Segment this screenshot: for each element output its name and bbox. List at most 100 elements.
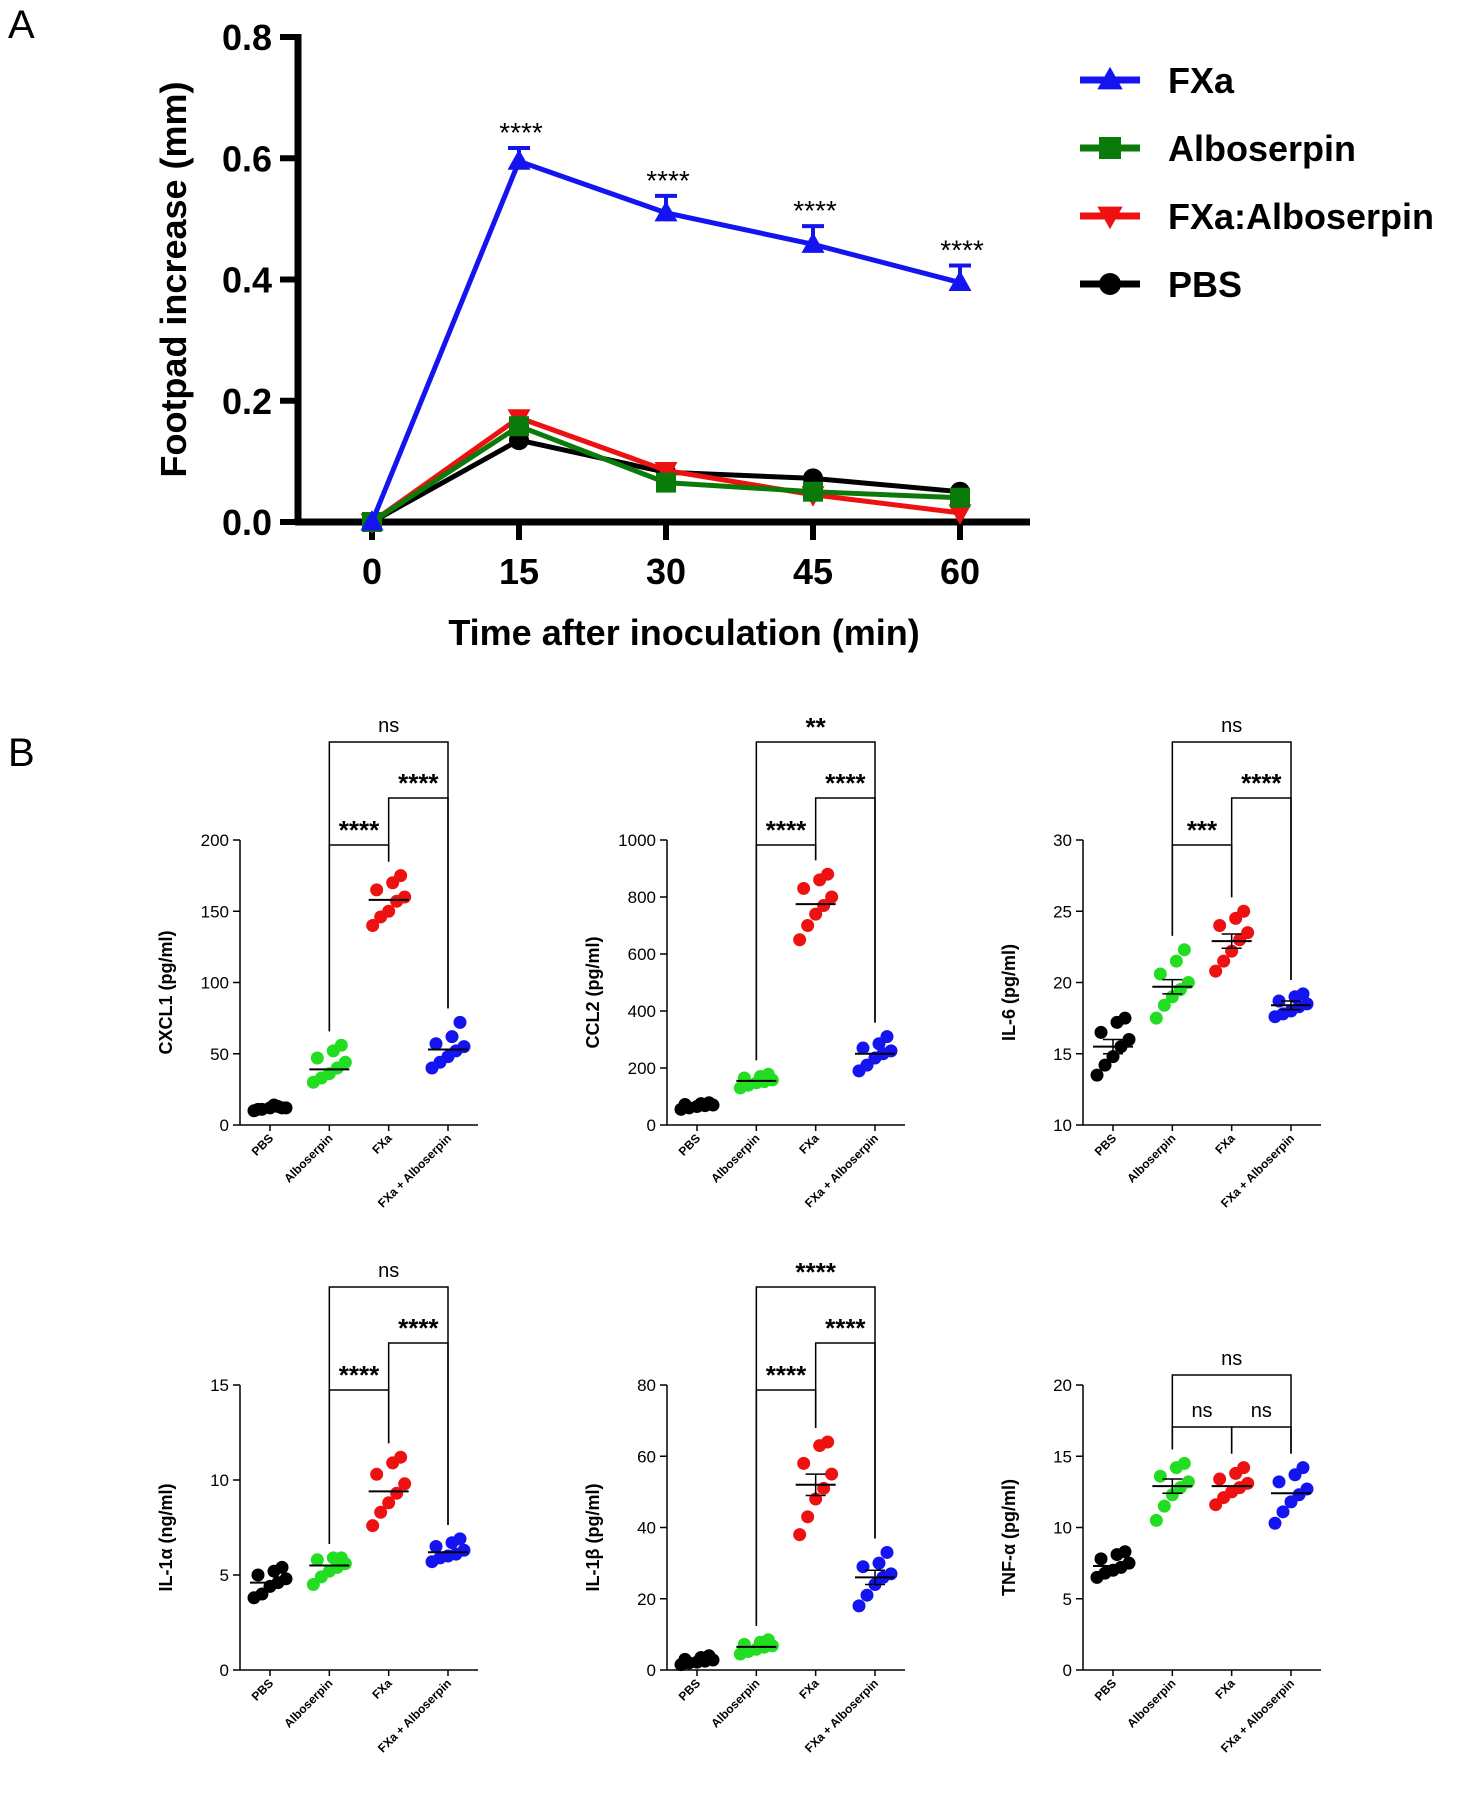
- significance-bracket: ****: [328, 1360, 390, 1544]
- data-point: [507, 149, 531, 170]
- legend: FXa Alboserpin FXa:Alboserpin PBS: [1080, 60, 1434, 305]
- significance-label: ****: [793, 195, 837, 226]
- bracket-line: [1171, 1374, 1292, 1454]
- data-point: [1296, 1461, 1310, 1475]
- bracket-label: ****: [339, 1360, 380, 1390]
- data-point: [1241, 926, 1255, 940]
- bracket-label: ****: [766, 815, 807, 845]
- y-axis-title: TNF-α (pg/ml): [999, 1479, 1019, 1596]
- data-point: [737, 1071, 751, 1085]
- legend-item: Alboserpin: [1080, 128, 1356, 169]
- data-point: [880, 1545, 894, 1559]
- category-label: PBS: [676, 1676, 703, 1703]
- data-point: [825, 890, 839, 904]
- category-label: Alboserpin: [281, 1131, 335, 1185]
- y-tick-label: 50: [210, 1045, 229, 1064]
- data-point: [860, 1588, 874, 1602]
- data-point: [382, 904, 396, 918]
- category-label: FXa: [1212, 1131, 1238, 1157]
- y-tick-label: 1000: [618, 831, 656, 850]
- data-point: [1209, 964, 1223, 978]
- data-point: [1094, 1025, 1108, 1039]
- category-label: PBS: [1092, 1676, 1119, 1703]
- data-point: [654, 200, 678, 222]
- data-point: [382, 1496, 396, 1510]
- data-point: [370, 1467, 384, 1481]
- data-point: [394, 869, 408, 883]
- significance-bracket: ****: [814, 1313, 876, 1539]
- significance-bracket: ns: [1171, 1400, 1233, 1454]
- category-label: FXa: [369, 1676, 395, 1702]
- category-label: PBS: [249, 1131, 276, 1158]
- category-label: Alboserpin: [1124, 1131, 1178, 1185]
- category-label: FXa: [796, 1131, 822, 1157]
- data-point: [1276, 1505, 1290, 1519]
- bracket-line: [755, 844, 817, 1061]
- data-point: [370, 883, 384, 897]
- significance-bracket: ****: [387, 768, 449, 1009]
- y-tick-label: 25: [1053, 902, 1072, 921]
- data-point: [1157, 998, 1171, 1012]
- data-point: [678, 1652, 692, 1666]
- category-label: PBS: [249, 1676, 276, 1703]
- bracket-line: [328, 844, 390, 1032]
- data-point: [856, 1560, 870, 1574]
- data-point: [793, 1528, 807, 1542]
- significance-bracket: ****: [755, 815, 817, 1061]
- y-tick-label: 400: [628, 1002, 656, 1021]
- legend-item: FXa: [1080, 60, 1235, 101]
- data-point: [251, 1568, 265, 1582]
- data-point: [1177, 943, 1191, 957]
- significance-bracket: ****: [814, 768, 876, 1023]
- category-label: Alboserpin: [708, 1676, 762, 1730]
- y-tick-label: 5: [220, 1566, 229, 1585]
- bracket-label: ns: [1221, 715, 1242, 737]
- x-tick-label: 30: [646, 551, 686, 592]
- bracket-label: ns: [1191, 1400, 1212, 1422]
- y-tick-label: 5: [1063, 1590, 1072, 1609]
- data-point: [880, 1030, 894, 1044]
- data-point: [1098, 1058, 1112, 1072]
- data-point: [1177, 1456, 1191, 1470]
- data-point: [1237, 1461, 1251, 1475]
- bracket-label: ****: [1241, 768, 1282, 798]
- y-tick-label: 0.4: [222, 260, 272, 301]
- data-point: [457, 1543, 471, 1557]
- bracket-label: ****: [398, 768, 439, 798]
- data-point: [948, 504, 972, 525]
- data-point: [453, 1532, 467, 1546]
- bracket-line: [814, 797, 876, 1023]
- bracket-line: [1171, 1426, 1233, 1454]
- data-point: [275, 1560, 289, 1574]
- x-tick-label: 15: [499, 551, 539, 592]
- bracket-label: ****: [766, 1360, 807, 1390]
- data-point: [1122, 1556, 1136, 1570]
- data-point: [761, 1633, 775, 1647]
- data-point: [1118, 1545, 1132, 1559]
- data-point: [702, 1649, 716, 1663]
- data-point: [761, 1067, 775, 1081]
- y-tick-label: 150: [201, 902, 229, 921]
- legend-label: FXa: [1168, 60, 1235, 101]
- data-point: [398, 890, 412, 904]
- data-point: [793, 933, 807, 947]
- bracket-line: [755, 1389, 817, 1626]
- significance-label: ****: [940, 235, 984, 266]
- data-point: [801, 919, 815, 932]
- category-label: FXa: [369, 1131, 395, 1157]
- y-tick-label: 0: [220, 1661, 229, 1680]
- data-point: [374, 1505, 388, 1519]
- category-label: Alboserpin: [281, 1676, 335, 1730]
- data-point: [1296, 987, 1310, 1001]
- data-point: [1153, 967, 1167, 981]
- data-point: [1217, 954, 1231, 968]
- bracket-line: [387, 797, 449, 1009]
- y-tick-label: 15: [210, 1376, 229, 1395]
- data-point: [797, 1456, 811, 1470]
- data-point: [821, 1435, 835, 1449]
- panel-label-a: A: [8, 3, 35, 47]
- y-axis-title: IL-1β (pg/ml): [583, 1484, 603, 1592]
